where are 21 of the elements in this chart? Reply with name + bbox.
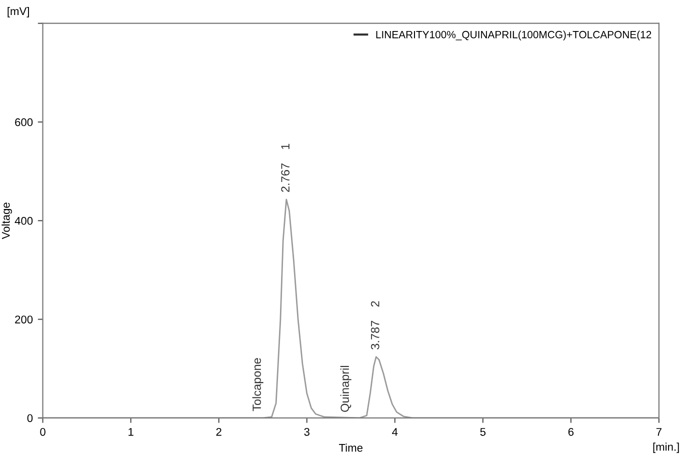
x-axis-title: Time — [338, 444, 363, 452]
x-tick-label: 7 — [656, 428, 662, 436]
y-tick-label: 600 — [15, 118, 33, 126]
y-axis-title: Voltage — [2, 202, 12, 240]
x-tick-label: 0 — [40, 428, 46, 436]
annotation: Quinapril — [340, 366, 352, 412]
x-tick-label: 5 — [480, 428, 486, 436]
annotation: Tolcapone — [252, 358, 264, 412]
text: LINEARITY100%_QUINAPRIL(100MCG)+TOLCAPONE(12 — [376, 30, 652, 40]
annotation: 2.767 1 — [281, 144, 290, 192]
text: [mV] — [8, 7, 29, 18]
y-tick-label: 0 — [27, 414, 33, 422]
x-tick-label: 4 — [392, 428, 398, 436]
x-tick-label: 1 — [128, 428, 134, 436]
x-tick-label: 3 — [304, 428, 310, 436]
y-tick-label: 200 — [15, 316, 33, 324]
annotation: 3.787 2 — [370, 301, 380, 350]
y-tick-label: 400 — [14, 216, 33, 225]
x-tick-label: 2 — [216, 428, 222, 436]
text: [min.] — [653, 442, 679, 453]
x-tick-label: 6 — [568, 428, 574, 436]
